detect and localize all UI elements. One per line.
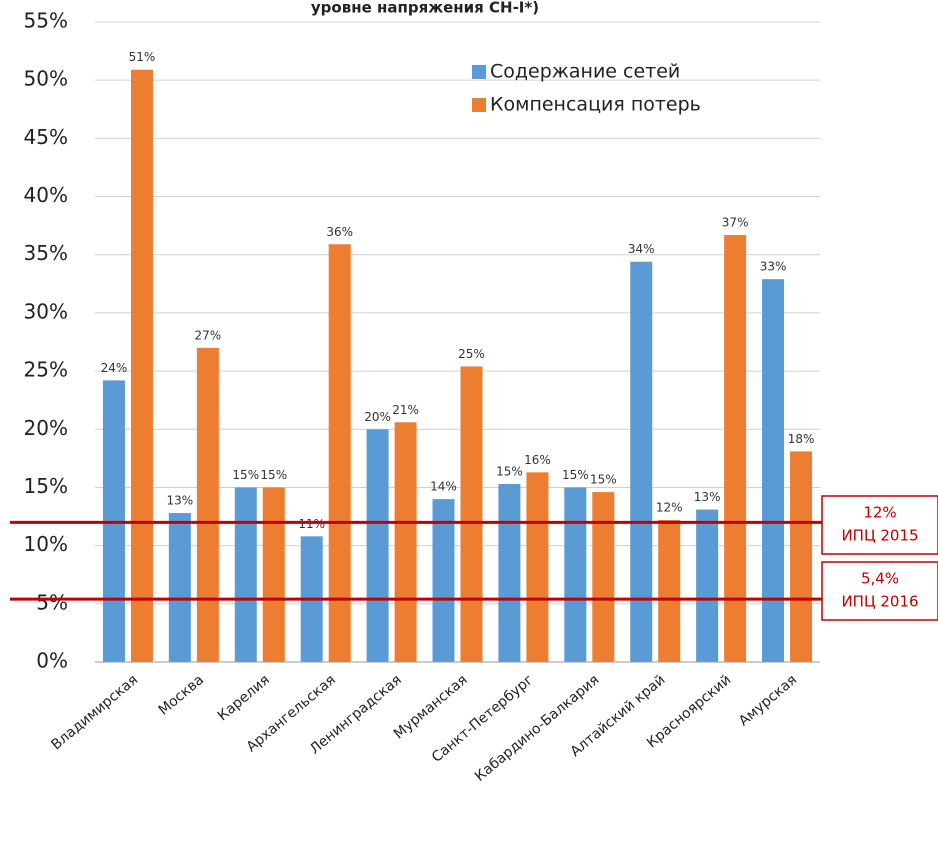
bar — [168, 513, 191, 662]
y-tick-label: 10% — [24, 532, 68, 556]
bar — [366, 429, 389, 662]
x-tick-label: Амурская — [736, 672, 800, 730]
value-label: 24% — [101, 361, 128, 375]
value-label: 37% — [722, 215, 749, 229]
bar — [432, 499, 455, 662]
bar — [394, 422, 417, 662]
y-tick-label: 40% — [24, 183, 68, 207]
bar — [762, 279, 785, 662]
reference-box — [821, 495, 938, 555]
bar — [790, 451, 813, 662]
y-tick-label: 20% — [24, 416, 68, 440]
legend-label: Содержание сетей — [490, 61, 680, 83]
bar — [724, 234, 747, 663]
y-tick-label: 50% — [24, 67, 68, 91]
y-tick-label: 15% — [24, 474, 68, 498]
value-label: 25% — [458, 347, 485, 361]
value-label: 15% — [260, 468, 287, 482]
value-label: 20% — [364, 410, 391, 424]
legend-swatch — [472, 98, 486, 112]
x-tick-label: Москва — [156, 672, 207, 719]
value-label: 15% — [562, 468, 589, 482]
value-label: 34% — [628, 242, 655, 256]
value-label: 13% — [694, 490, 721, 504]
reference-label: 12% — [863, 504, 896, 522]
value-label: 13% — [167, 494, 194, 508]
value-label: 16% — [524, 453, 551, 467]
y-tick-label: 55% — [24, 9, 68, 33]
reference-label: 5,4% — [861, 570, 899, 588]
value-label: 18% — [788, 432, 815, 446]
bar — [234, 487, 257, 662]
reference-note: ИПЦ 2016 — [841, 593, 918, 611]
bar — [696, 509, 719, 662]
reference-box — [821, 561, 938, 621]
value-label: 14% — [430, 480, 457, 494]
x-tick-label: Карелия — [215, 672, 273, 724]
legend-swatch — [472, 65, 486, 79]
bar — [592, 492, 615, 662]
bar — [658, 520, 681, 662]
value-label: 36% — [326, 225, 353, 239]
y-tick-label: 45% — [24, 125, 68, 149]
bar — [460, 366, 483, 662]
bar — [328, 244, 351, 662]
bar — [498, 483, 521, 662]
value-label: 21% — [392, 403, 419, 417]
value-label: 33% — [760, 260, 787, 274]
reference-note: ИПЦ 2015 — [841, 527, 918, 545]
bar — [196, 347, 219, 662]
bar — [526, 472, 549, 662]
y-tick-label: 35% — [24, 241, 68, 265]
bar — [130, 69, 153, 662]
x-tick-label: Кабардино-Балкария — [472, 672, 602, 785]
legend-label: Компенсация потерь — [490, 94, 701, 116]
bar — [262, 487, 285, 662]
value-label: 15% — [232, 468, 259, 482]
bar — [564, 487, 587, 662]
value-label: 15% — [496, 464, 523, 478]
value-label: 15% — [590, 473, 617, 487]
y-tick-label: 0% — [36, 649, 68, 673]
y-tick-label: 30% — [24, 299, 68, 323]
value-label: 27% — [195, 328, 222, 342]
y-tick-label: 25% — [24, 358, 68, 382]
chart-title: уровне напряжения СН-I*) — [311, 0, 539, 17]
x-tick-label: Владимирская — [48, 672, 141, 753]
value-label: 12% — [656, 501, 683, 515]
value-label: 51% — [129, 50, 156, 64]
bar — [630, 261, 653, 662]
y-tick-label: 5% — [36, 590, 68, 614]
